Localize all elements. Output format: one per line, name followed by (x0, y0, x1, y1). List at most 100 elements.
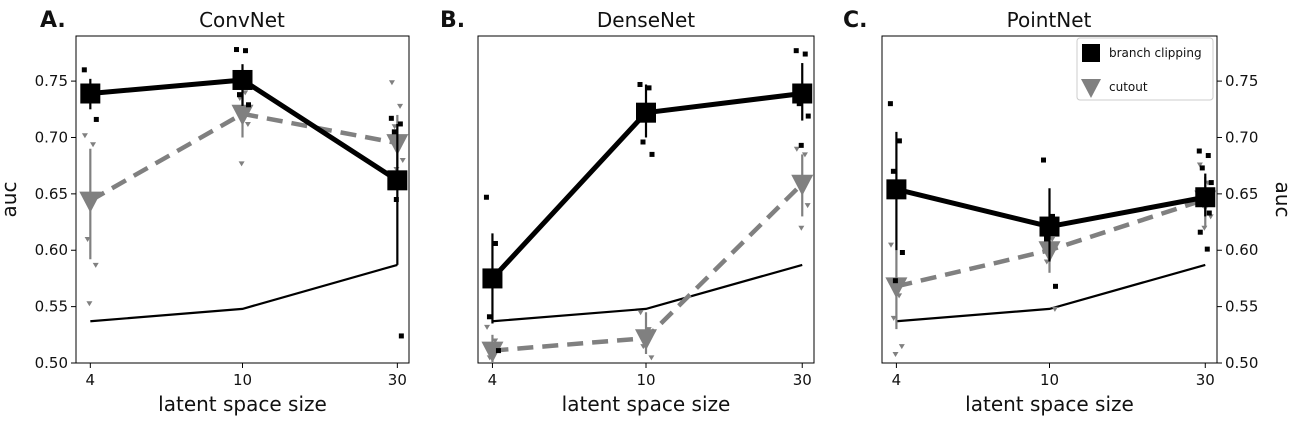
y-tick-label: 0.55 (35, 298, 68, 316)
cutout-marker (885, 277, 908, 299)
cutout-scatter-point (1196, 162, 1203, 168)
cutout-scatter-point (84, 236, 91, 242)
branch-clipping-marker (636, 102, 656, 123)
branch-clipping-scatter-point (1196, 148, 1202, 154)
branch-clipping-scatter-point (93, 116, 99, 122)
branch-clipping-marker (886, 179, 907, 200)
cutout-scatter-point (81, 133, 88, 139)
x-tick-label: 10 (1040, 371, 1059, 389)
cutout-marker (481, 341, 504, 363)
y-tick-label: 0.70 (35, 128, 68, 146)
y-tick-label: 0.65 (1225, 185, 1258, 203)
legend-box (1076, 37, 1214, 101)
branch-clipping-scatter-point (398, 333, 404, 339)
panel-title: DenseNet (597, 8, 695, 32)
cutout-scatter-point (648, 355, 655, 361)
branch-clipping-scatter-point (1205, 153, 1211, 159)
panel-letter: A. (40, 8, 66, 33)
branch-clipping-scatter-point (649, 151, 655, 157)
branch-clipping-scatter-point (640, 139, 646, 145)
cutout-scatter-point (391, 124, 398, 130)
branch-clipping-scatter-point (1199, 165, 1205, 171)
x-axis-label: latent space size (158, 392, 327, 416)
branch-clipping-scatter-point (892, 278, 898, 284)
branch-clipping-marker (1039, 216, 1060, 237)
branch-clipping-marker (80, 83, 101, 104)
branch-clipping-scatter-point (796, 101, 802, 107)
y-tick-label: 0.50 (35, 354, 68, 372)
cutout-scatter-point (397, 103, 404, 109)
x-tick-label: 4 (488, 371, 498, 389)
panel-title: PointNet (1007, 8, 1092, 32)
branch-clipping-scatter-point (1206, 210, 1212, 216)
cutout-scatter-point (1051, 306, 1058, 312)
branch-clipping-scatter-point (397, 121, 403, 127)
branch-clipping-scatter-point (637, 81, 643, 87)
plot-area (79, 47, 409, 339)
legend-square-icon (1082, 44, 1100, 62)
x-tick-label: 4 (86, 371, 96, 389)
panel-densenet: B. DenseNet 4 10 30 latent space size (440, 8, 815, 416)
branch-clipping-scatter-point (243, 48, 248, 54)
x-tick-label: 10 (636, 371, 655, 389)
baseline-line (492, 263, 803, 323)
y-tick-label: 0.50 (1225, 354, 1258, 372)
cutout-line (492, 182, 804, 353)
baseline-line (90, 263, 398, 323)
cutout-scatter-point (801, 152, 808, 158)
branch-clipping-scatter-point (391, 129, 397, 135)
x-tick-label: 30 (793, 371, 812, 389)
branch-clipping-scatter-point (234, 47, 239, 53)
y-axis-label: auc (1271, 182, 1290, 218)
branch-clipping-scatter-point (887, 101, 893, 107)
cutout-scatter-point (1049, 236, 1056, 242)
x-axis-label: latent space size (562, 392, 731, 416)
branch-clipping-scatter-point (1053, 283, 1058, 289)
y-tick-label: 0.75 (1225, 72, 1258, 90)
panel-convnet: A. ConvNet 4 10 30 latent space size 0.50 0.55 0… (0, 8, 410, 416)
y-tick-label: 0.70 (1225, 128, 1258, 146)
panel-letter: B. (440, 8, 465, 33)
branch-clipping-scatter-point (388, 115, 394, 121)
y-tick-label: 0.65 (35, 185, 68, 203)
branch-clipping-scatter-point (237, 92, 242, 98)
legend-triangle-icon (1081, 79, 1101, 98)
branch-clipping-scatter-point (81, 67, 87, 73)
branch-clipping-scatter-point (793, 48, 799, 54)
cutout-line (89, 111, 398, 203)
branch-clipping-scatter-point (483, 194, 489, 200)
branch-clipping-marker (1195, 187, 1216, 208)
branch-clipping-marker (387, 170, 408, 191)
branch-clipping-scatter-point (1204, 246, 1210, 252)
branch-clipping-scatter-point (492, 240, 498, 246)
panel-title: ConvNet (199, 8, 285, 32)
panel-letter: C. (843, 8, 868, 33)
plot-area (481, 48, 814, 363)
cutout-scatter-point (892, 351, 899, 357)
cutout-scatter-point (798, 225, 805, 231)
cutout-scatter-point (388, 80, 395, 86)
branch-clipping-scatter-point (1208, 180, 1214, 186)
cutout-marker (635, 329, 657, 351)
cutout-scatter-point (244, 121, 251, 127)
baseline-line (896, 263, 1206, 323)
branch-clipping-scatter-point (896, 138, 902, 144)
branch-clipping-scatter-point (486, 314, 492, 320)
cutout-scatter-point (1043, 259, 1050, 265)
branch-clipping-scatter-point (246, 102, 251, 108)
cutout-scatter-point (888, 242, 895, 248)
cutout-marker (791, 174, 814, 196)
branch-clipping-scatter-point (890, 168, 896, 174)
branch-clipping-scatter-point (1041, 157, 1046, 163)
branch-clipping-scatter-point (495, 348, 501, 354)
x-axis-label: latent space size (965, 392, 1134, 416)
branch-clipping-marker (482, 268, 503, 289)
cutout-scatter-point (484, 324, 491, 330)
plot-area (885, 101, 1217, 357)
y-tick-label: 0.55 (1225, 298, 1258, 316)
branch-clipping-marker (232, 69, 253, 90)
cutout-scatter-point (236, 96, 243, 102)
y-tick-label: 0.60 (35, 241, 68, 259)
branch-clipping-scatter-point (899, 249, 905, 255)
